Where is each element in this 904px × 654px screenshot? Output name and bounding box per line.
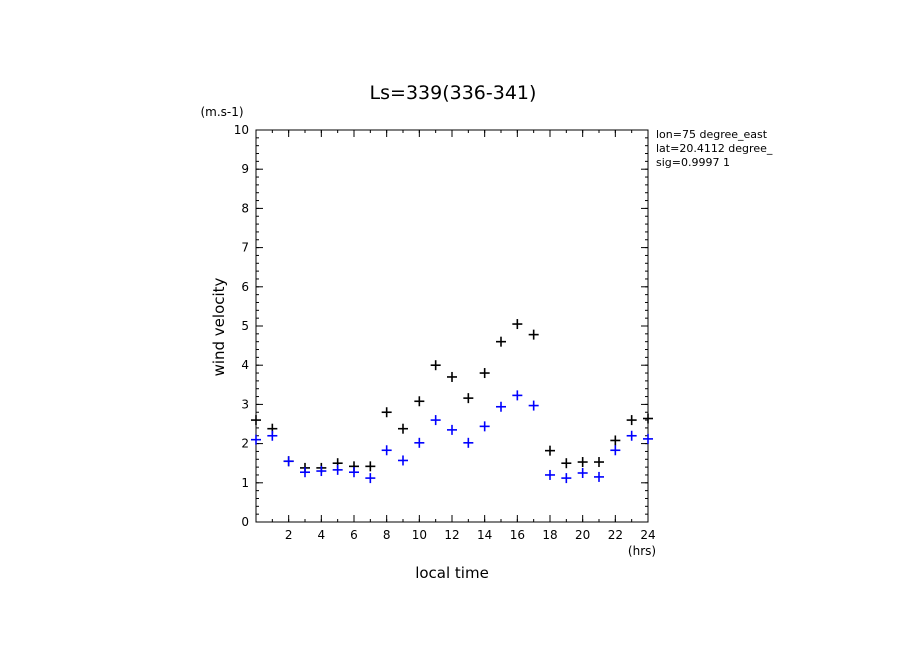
series-0 <box>251 319 653 473</box>
data-point <box>512 390 523 401</box>
data-point <box>414 396 425 407</box>
data-point <box>545 469 555 480</box>
y-tick-label: 7 <box>241 241 249 255</box>
data-point <box>561 458 572 469</box>
data-point <box>398 455 408 466</box>
x-tick-label: 2 <box>285 528 293 542</box>
y-axis-label: wind velocity <box>210 277 228 376</box>
y-tick-label: 9 <box>241 162 249 176</box>
x-tick-label: 8 <box>383 528 391 542</box>
data-point <box>577 457 588 468</box>
data-point <box>283 456 294 467</box>
y-tick-label: 2 <box>241 437 249 451</box>
info-line-1: lon=75 degree_east <box>656 128 768 141</box>
data-point <box>316 466 327 477</box>
series-1 <box>251 390 653 484</box>
data-point <box>512 319 523 330</box>
data-point <box>381 445 392 456</box>
data-point <box>626 430 637 441</box>
y-tick-label: 0 <box>241 515 249 529</box>
data-point <box>365 461 376 472</box>
data-point <box>610 445 621 456</box>
data-point <box>610 435 621 446</box>
data-point <box>463 437 474 448</box>
y-tick-label: 8 <box>241 201 249 215</box>
data-point <box>365 473 376 484</box>
data-point <box>463 393 474 404</box>
data-point <box>528 400 539 411</box>
x-tick-label: 18 <box>542 528 557 542</box>
data-point <box>496 336 506 347</box>
x-tick-label: 4 <box>318 528 326 542</box>
data-point <box>447 424 457 435</box>
x-axis-label: local time <box>415 564 489 582</box>
x-tick-label: 6 <box>350 528 358 542</box>
data-markers <box>251 319 653 484</box>
y-tick-label: 3 <box>241 397 249 411</box>
data-point <box>594 471 604 482</box>
x-unit-label: (hrs) <box>628 544 656 558</box>
y-unit-label: (m.s-1) <box>200 105 243 119</box>
data-point <box>496 401 506 412</box>
info-line-2: lat=20.4112 degree_ <box>656 142 773 155</box>
x-tick-label: 22 <box>608 528 623 542</box>
info-line-3: sig=0.9997 1 <box>656 156 730 169</box>
data-point <box>643 433 653 444</box>
chart-title: Ls=339(336-341) <box>370 82 537 104</box>
x-tick-label: 14 <box>477 528 492 542</box>
y-tick-label: 10 <box>234 123 249 137</box>
y-tick-label: 6 <box>241 280 249 294</box>
x-tick-label: 24 <box>640 528 655 542</box>
x-tick-label: 10 <box>412 528 427 542</box>
plot-frame <box>255 129 649 523</box>
data-point <box>577 468 588 478</box>
data-point <box>643 413 653 424</box>
data-point <box>300 467 310 478</box>
data-point <box>430 360 441 371</box>
data-point <box>528 329 539 340</box>
data-point <box>267 430 278 441</box>
y-tick-label: 4 <box>241 358 249 372</box>
data-point <box>251 434 261 445</box>
y-tick-label: 1 <box>241 476 249 490</box>
data-point <box>447 371 457 382</box>
data-point <box>251 415 261 426</box>
data-point <box>479 421 490 432</box>
x-tick-label: 12 <box>444 528 459 542</box>
y-tick-label: 5 <box>241 319 249 333</box>
data-point <box>381 407 392 418</box>
data-point <box>332 464 343 475</box>
x-tick-label: 16 <box>510 528 525 542</box>
data-point <box>561 473 572 484</box>
data-point <box>479 368 490 379</box>
data-point <box>430 415 441 426</box>
data-point <box>349 467 359 478</box>
x-tick-label: 20 <box>575 528 590 542</box>
data-point <box>414 437 425 448</box>
data-point <box>626 415 637 426</box>
data-point <box>594 457 604 468</box>
data-point <box>545 445 555 456</box>
data-point <box>398 423 408 434</box>
